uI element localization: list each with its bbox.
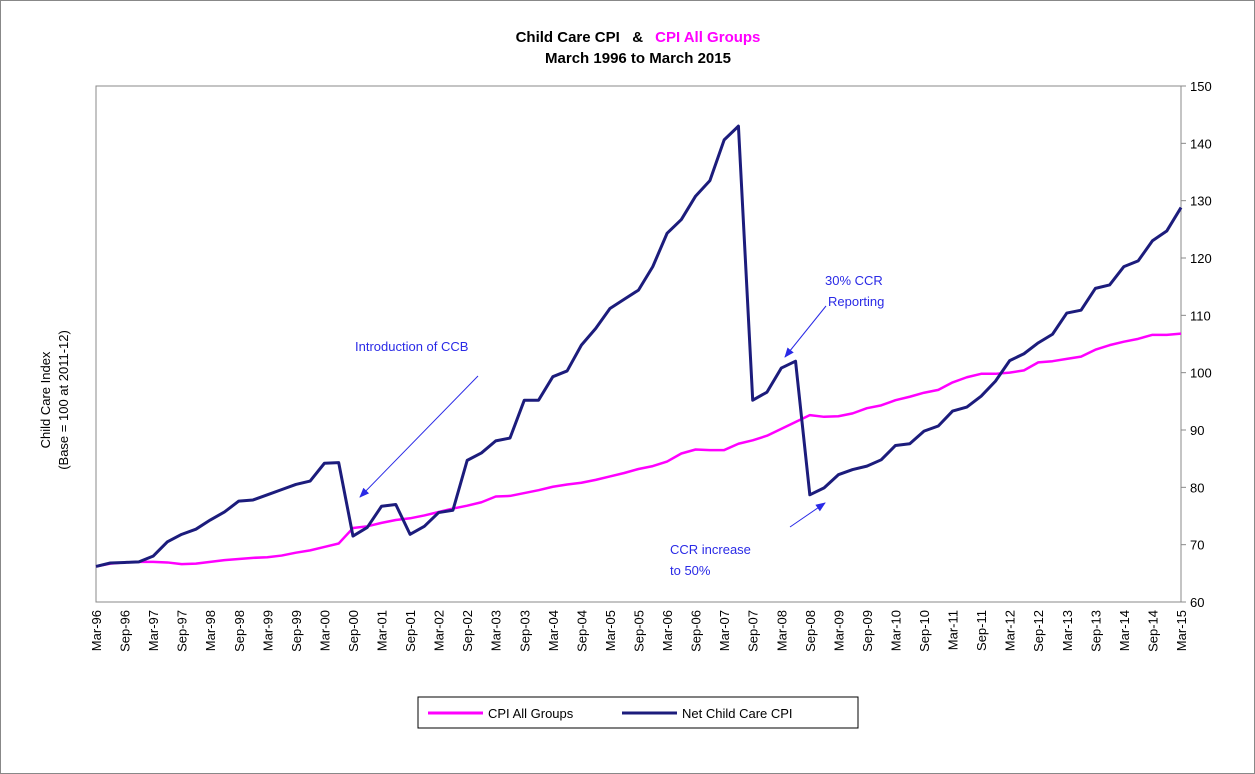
y-tick-label: 80	[1190, 480, 1204, 495]
x-tick-label: Mar-14	[1117, 610, 1132, 651]
y-tick-label: 120	[1190, 251, 1212, 266]
x-tick-label: Sep-12	[1031, 610, 1046, 652]
y-tick-label: 140	[1190, 136, 1212, 151]
x-tick-label: Mar-98	[203, 610, 218, 651]
annotation: 30% CCR	[825, 273, 883, 288]
legend-label: Net Child Care CPI	[682, 706, 793, 721]
x-tick-label: Mar-09	[831, 610, 846, 651]
x-tick-label: Sep-02	[460, 610, 475, 652]
annotation: CCR increase	[670, 542, 751, 557]
y-tick-label: 150	[1190, 79, 1212, 94]
x-tick-label: Sep-04	[574, 610, 589, 652]
x-tick-label: Mar-08	[774, 610, 789, 651]
x-tick-label: Sep-07	[746, 610, 761, 652]
annotation: Reporting	[828, 294, 884, 309]
x-tick-label: Mar-00	[317, 610, 332, 651]
title-part: Child Care CPI &	[516, 29, 644, 46]
x-tick-label: Sep-08	[803, 610, 818, 652]
y-tick-label: 70	[1190, 538, 1204, 553]
annotation-arrow	[784, 305, 827, 358]
y-tick-label: 90	[1190, 423, 1204, 438]
annotation-arrow	[789, 502, 826, 528]
x-tick-label: Sep-96	[118, 610, 133, 652]
y-tick-label: 60	[1190, 595, 1204, 610]
x-tick-label: Sep-11	[974, 610, 989, 651]
legend-label: CPI All Groups	[488, 706, 574, 721]
x-tick-label: Mar-05	[603, 610, 618, 651]
x-tick-label: Sep-05	[632, 610, 647, 652]
annotation: to 50%	[670, 563, 711, 578]
x-tick-label: Sep-14	[1145, 610, 1160, 652]
x-tick-label: Mar-15	[1174, 610, 1189, 651]
x-tick-label: Sep-01	[403, 610, 418, 652]
x-tick-label: Sep-13	[1088, 610, 1103, 652]
chart-title: Child Care CPI & CPI All Groups	[516, 29, 761, 46]
x-tick-label: Mar-07	[717, 610, 732, 651]
x-tick-label: Sep-97	[175, 610, 190, 652]
plot-frame	[95, 85, 1182, 603]
x-tick-label: Mar-12	[1003, 610, 1018, 651]
x-tick-label: Mar-01	[375, 610, 390, 651]
x-tick-label: Sep-10	[917, 610, 932, 652]
x-tick-label: Mar-04	[546, 610, 561, 651]
x-tick-label: Mar-03	[489, 610, 504, 651]
x-tick-label: Mar-96	[89, 610, 104, 651]
series-line	[95, 124, 1183, 568]
x-tick-label: Mar-06	[660, 610, 675, 651]
annotation-arrow	[359, 375, 479, 498]
title-highlight: CPI All Groups	[655, 29, 760, 46]
x-tick-label: Sep-98	[232, 610, 247, 652]
x-tick-label: Mar-97	[146, 610, 161, 651]
x-tick-label: Sep-06	[689, 610, 704, 652]
x-tick-label: Mar-13	[1060, 610, 1075, 651]
x-tick-label: Mar-10	[888, 610, 903, 651]
y-axis-label: (Base = 100 at 2011-12)	[56, 330, 71, 470]
y-tick-label: 100	[1190, 366, 1212, 381]
y-tick-label: 130	[1190, 194, 1212, 209]
chart-subtitle: March 1996 to March 2015	[545, 50, 731, 67]
x-tick-label: Mar-02	[432, 610, 447, 651]
x-tick-label: Mar-11	[946, 610, 961, 650]
x-tick-label: Mar-99	[260, 610, 275, 651]
x-tick-label: Sep-09	[860, 610, 875, 652]
y-tick-label: 110	[1190, 308, 1211, 323]
x-tick-label: Sep-03	[517, 610, 532, 652]
annotation: Introduction of CCB	[355, 339, 468, 354]
y-axis-label: Child Care Index	[38, 351, 53, 448]
x-tick-label: Sep-00	[346, 610, 361, 652]
x-tick-label: Sep-99	[289, 610, 304, 652]
